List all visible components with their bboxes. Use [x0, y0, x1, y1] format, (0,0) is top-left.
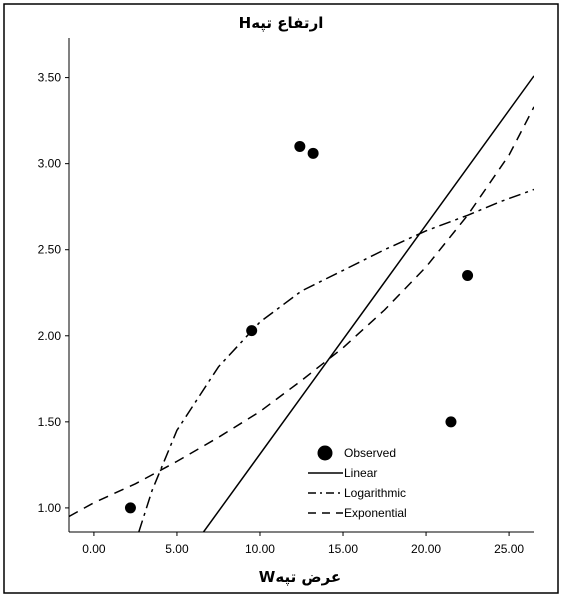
logarithmic-fit-line	[138, 188, 534, 532]
chart-frame	[3, 3, 559, 594]
plot-area: 1.00 1.50 2.00 2.50 3.00 3.50 0.00 5.00 10.00 15.…	[38, 38, 534, 556]
legend-linear-label: Linear	[344, 466, 377, 480]
exponential-fit-line	[69, 106, 534, 518]
x-tick-label: 0.00	[82, 542, 106, 556]
x-axis-title: عرض تپهW	[259, 568, 341, 587]
y-tick-label: 3.00	[38, 157, 62, 171]
legend-observed-label: Observed	[344, 446, 396, 460]
observed-point	[124, 502, 136, 514]
observed-point	[445, 416, 457, 428]
observed-point	[246, 325, 258, 337]
x-tick-label: 20.00	[411, 542, 441, 556]
legend-observed-marker	[317, 445, 333, 461]
legend-logarithmic-label: Logarithmic	[344, 486, 406, 500]
x-tick-label: 25.00	[494, 542, 524, 556]
y-tick-label: 1.50	[38, 415, 62, 429]
chart-title: ارتفاع تپهH	[239, 14, 324, 33]
linear-fit-line	[202, 75, 534, 532]
observed-point	[294, 140, 306, 152]
x-tick-label: 5.00	[165, 542, 189, 556]
legend: Observed Linear Logarithmic Exponential	[308, 445, 407, 520]
x-tick-label: 10.00	[245, 542, 275, 556]
y-tick-label: 2.50	[38, 243, 62, 257]
legend-exponential-label: Exponential	[344, 506, 407, 520]
x-tick-label: 15.00	[328, 542, 358, 556]
y-tick-label: 1.00	[38, 501, 62, 515]
y-tick-label: 2.00	[38, 329, 62, 343]
y-tick-label: 3.50	[38, 71, 62, 85]
observed-point	[307, 147, 319, 159]
observed-point	[462, 270, 474, 282]
